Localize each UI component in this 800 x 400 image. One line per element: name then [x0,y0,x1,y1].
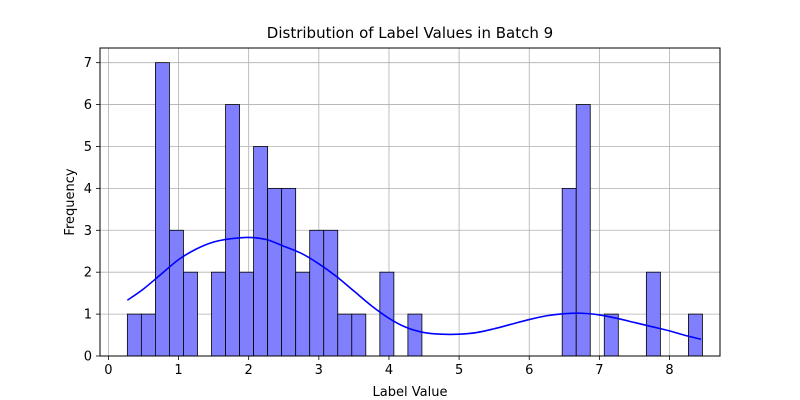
x-tick-label: 2 [245,363,253,378]
x-tick-label: 1 [174,363,182,378]
x-axis-label: Label Value [373,385,448,400]
y-tick-label: 3 [84,224,92,239]
histogram-bar [281,187,297,357]
histogram-bar [239,271,254,357]
y-tick-label: 7 [84,56,92,71]
y-tick-label: 4 [84,182,92,197]
histogram-bar [211,271,226,357]
y-tick-label: 1 [84,308,92,323]
kde-curve [126,236,702,341]
histogram-bar [155,62,170,357]
x-tick-label: 5 [455,363,463,378]
x-tick-label: 0 [104,363,112,378]
y-tick-label: 0 [84,350,92,365]
x-tick-label: 6 [525,363,533,378]
histogram-bar [309,229,325,357]
chart-title: Distribution of Label Values in Batch 9 [267,24,553,42]
histogram-bar [645,271,661,357]
x-tick-label: 8 [665,363,673,378]
histogram-bar [169,229,184,357]
histogram-bar [575,104,591,357]
x-tick-label: 4 [385,363,393,378]
y-tick-label: 2 [84,266,92,281]
x-axis-ticks: 0 1 2 3 4 5 6 7 8 [104,356,674,378]
histogram-bar [126,313,142,357]
histogram-bar [337,313,353,357]
histogram-bar [323,229,339,357]
y-tick-label: 6 [84,98,92,113]
histogram-bar [407,313,423,357]
y-tick-label: 5 [84,140,92,155]
histogram-bar [267,187,283,357]
histogram-bar [295,271,311,357]
histogram-bar [603,313,619,357]
histogram-bar [253,146,269,357]
x-tick-label: 3 [315,363,323,378]
bars [126,62,703,357]
histogram-bar [183,271,198,357]
histogram-bar [140,313,156,357]
x-tick-label: 7 [595,363,603,378]
y-axis-label: Frequency [63,168,78,235]
histogram-bar [351,313,367,357]
plot-frame [99,47,721,357]
histogram-bar [561,187,577,357]
histogram-bar [688,313,703,357]
histogram-bar [225,104,240,357]
y-axis-ticks: 0 1 2 3 4 5 6 7 [84,56,100,365]
